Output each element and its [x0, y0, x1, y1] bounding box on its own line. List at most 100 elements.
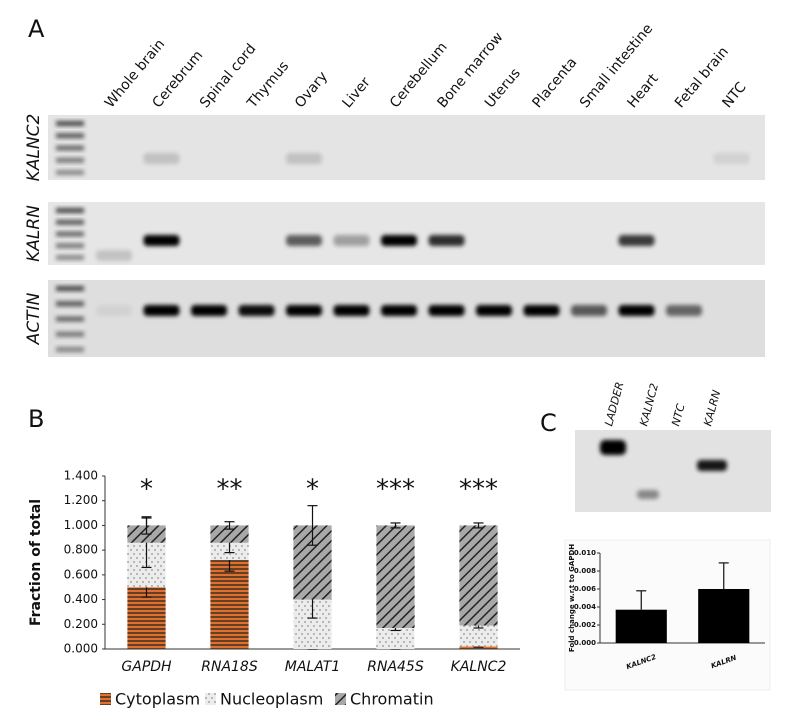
error-bar [141, 516, 152, 535]
ladder-band [56, 133, 84, 139]
legend-label: Nucleoplasm [220, 690, 323, 709]
bar-segment [459, 646, 498, 649]
y-tick-label: 0.002 [574, 621, 596, 629]
gel-band [333, 235, 370, 246]
bar-pattern [459, 625, 498, 647]
error-bar [390, 522, 401, 529]
x-tick-label: KALNC2 [451, 659, 507, 675]
y-tick-label: 0.400 [64, 592, 98, 606]
bar-pattern [459, 525, 498, 626]
gel-band [381, 235, 417, 246]
error-bar [473, 522, 484, 529]
significance: * [306, 475, 319, 505]
legend-swatch-pattern [335, 693, 346, 705]
gel-strip [48, 202, 765, 265]
ladder-band [56, 347, 84, 352]
gel-band [96, 250, 132, 261]
ladder-band [56, 231, 84, 237]
gel-band [713, 153, 750, 164]
error-bar [636, 590, 647, 610]
bar-segment [376, 525, 415, 628]
panel-label: A [28, 15, 45, 43]
lane-label: Ovary [292, 69, 331, 111]
gel-band [286, 235, 322, 246]
bar-segment [459, 525, 498, 626]
legend-swatch-pattern [100, 693, 111, 705]
lane-label: Placenta [529, 55, 580, 111]
bar [698, 589, 750, 643]
x-tick-label: RNA45S [367, 659, 424, 675]
y-axis-label: Fraction of total [28, 499, 44, 626]
error-bar [224, 521, 235, 530]
y-tick-label: 1.200 [64, 493, 98, 507]
y-tick-label: 1.400 [64, 469, 98, 483]
ladder-band [56, 219, 84, 225]
bar-segment [210, 560, 249, 649]
ladder-band [56, 286, 84, 291]
y-tick-label: 0.006 [574, 585, 596, 593]
significance: *** [376, 475, 415, 505]
gel-band [428, 305, 465, 316]
ladder-band [56, 145, 84, 151]
panel-label: B [28, 405, 44, 433]
gel-band [571, 305, 607, 316]
gel-band [143, 235, 180, 246]
bar-pattern [376, 627, 415, 649]
ladder-band [56, 208, 84, 213]
error-bar [718, 562, 729, 589]
bar-segment [210, 525, 249, 543]
bar-segment [376, 627, 415, 649]
ladder-band [56, 331, 84, 337]
legend-label: Chromatin [350, 690, 434, 709]
error-bar [307, 505, 318, 546]
y-tick-label: 0.200 [64, 617, 98, 631]
y-tick-label: 0.600 [64, 567, 98, 581]
lane-label: Uterus [482, 65, 524, 111]
ladder-band [56, 316, 84, 322]
y-tick-label: 0.004 [574, 603, 596, 611]
gel-band [637, 490, 659, 499]
bar-pattern [210, 525, 249, 543]
gel-band [96, 305, 132, 316]
y-tick-label: 1.000 [64, 518, 98, 532]
ladder-band [56, 170, 84, 175]
bar-pattern [459, 646, 498, 649]
ladder-band [56, 243, 84, 249]
gel-band [238, 305, 275, 316]
ladder-band [56, 301, 84, 307]
gel-band [333, 305, 370, 316]
lane-label: Heart [624, 71, 662, 112]
ladder-band [56, 121, 84, 126]
gel-strip [48, 115, 765, 180]
gel-band [618, 305, 655, 316]
row-label: KALRN [24, 205, 44, 262]
gel-band [143, 153, 180, 164]
gel-band [286, 153, 322, 164]
lane-label: Thymus [244, 58, 293, 112]
gel-band [191, 305, 227, 316]
row-label: ACTIN [24, 292, 44, 345]
gel-band [523, 305, 560, 316]
y-tick-label: 0.800 [64, 543, 98, 557]
gel-band [476, 305, 512, 316]
significance: * [140, 475, 153, 505]
bar-pattern [376, 525, 415, 628]
gel-bands [56, 121, 750, 499]
ladder-band [56, 157, 84, 163]
legend-label: Cytoplasm [115, 690, 200, 709]
y-tick-label: 0.000 [574, 639, 596, 647]
ladder-band [56, 255, 84, 260]
gel-band [600, 440, 626, 455]
x-tick-label: RNA18S [201, 659, 258, 675]
y-tick-label: 0.010 [574, 549, 596, 557]
gel-band [286, 305, 322, 316]
y-axis-label: Fold change w.r.t to GAPDH [568, 544, 576, 652]
x-tick-label: MALAT1 [285, 659, 340, 675]
bar-segment [459, 625, 498, 647]
gel-band [428, 235, 465, 246]
significance: *** [459, 475, 498, 505]
lane-label: NTC [669, 402, 687, 428]
significance: ** [217, 475, 243, 505]
panel-label: C [540, 409, 557, 437]
